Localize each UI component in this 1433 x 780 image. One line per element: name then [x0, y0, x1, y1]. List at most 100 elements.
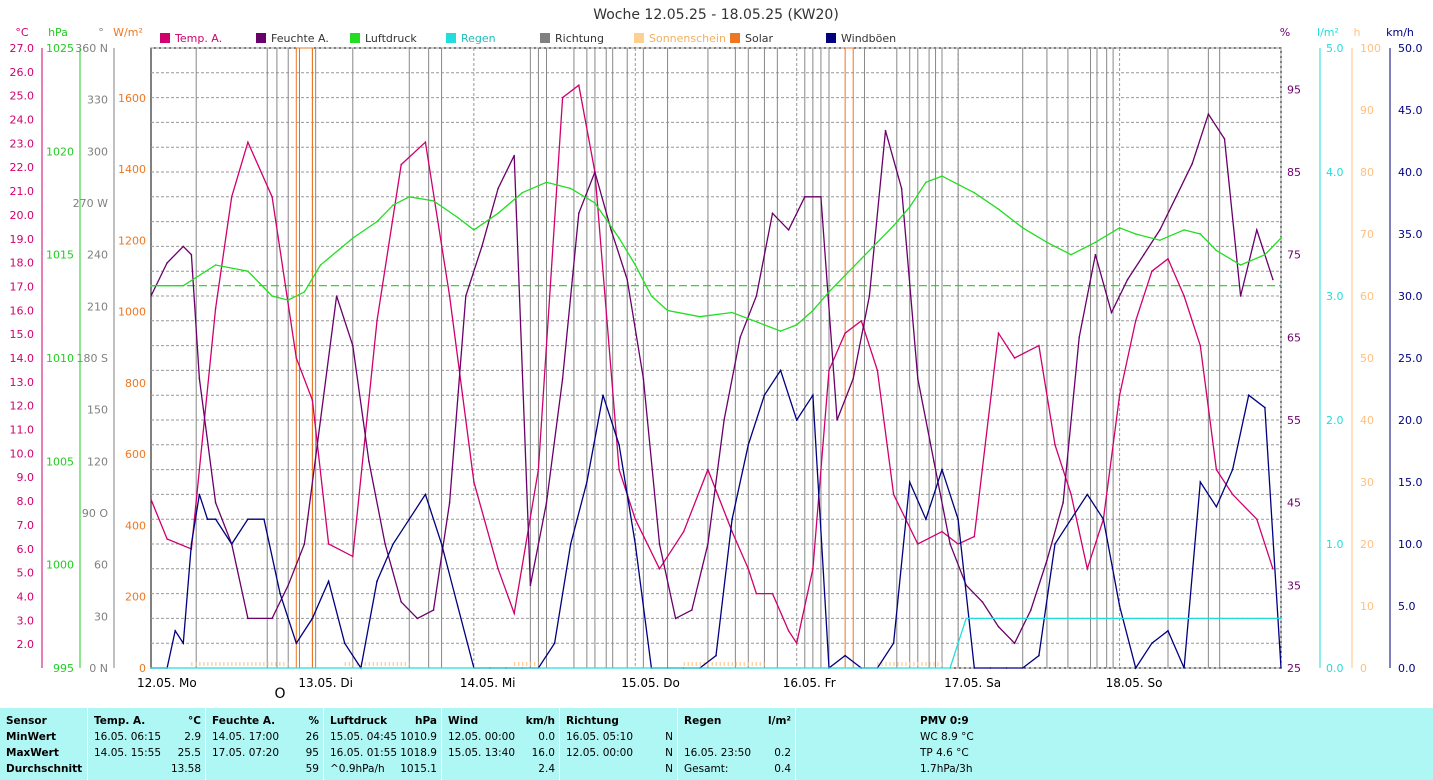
- axis-tick-label: 18.0: [10, 257, 35, 270]
- series-point: [190, 253, 193, 256]
- chart-grid: [150, 47, 1282, 669]
- legend-label: Solar: [745, 32, 774, 45]
- series-point: [755, 295, 758, 297]
- series-point: [900, 187, 903, 190]
- chart-axes: 27.0 26.0 25.0 24.0 23.0 22.0 21.0 20.0 19.0 18.0…: [10, 26, 1423, 690]
- series-point: [432, 609, 435, 611]
- series-point: [287, 584, 290, 587]
- series-point: [198, 377, 201, 380]
- axis-tick-label: 11.0: [10, 424, 35, 437]
- series-point: [1110, 311, 1113, 314]
- stats-value: 2.4: [538, 763, 555, 775]
- series-point: [594, 202, 596, 204]
- series-point: [1021, 227, 1024, 229]
- stats-time: 16.05. 05:10: [566, 731, 633, 743]
- series-point: [763, 394, 766, 397]
- series-point: [787, 229, 790, 231]
- series-point: [561, 377, 564, 380]
- series-point: [957, 543, 959, 545]
- axis-tick-label: 55: [1287, 414, 1301, 427]
- axis-unit: %: [1280, 26, 1290, 39]
- axis-tick-label: 65: [1287, 331, 1301, 344]
- series-point: [1046, 241, 1048, 244]
- stats-value: 16.0: [531, 747, 555, 759]
- series-line: [151, 175, 1282, 332]
- chart-title: Woche 12.05.25 - 18.05.25 (KW20): [593, 7, 839, 23]
- axis-tick-label: 30: [94, 610, 108, 623]
- axis-tick-label: 70: [1360, 228, 1374, 241]
- series-point: [352, 344, 354, 347]
- series-point: [230, 543, 233, 545]
- series-point: [150, 295, 152, 297]
- series-point: [755, 592, 758, 595]
- series-point: [860, 320, 863, 322]
- series-point: [779, 369, 782, 372]
- series-point: [214, 501, 217, 504]
- axis-tick-label: 21.0: [10, 185, 35, 198]
- axis-unit: l/m²: [1317, 26, 1339, 39]
- series-point: [989, 667, 992, 669]
- series-point: [812, 568, 814, 570]
- series-point: [1272, 278, 1274, 281]
- series-point: [1054, 543, 1056, 545]
- series-point: [957, 518, 959, 520]
- series-point: [456, 605, 459, 607]
- axis-tick-label: 0: [1360, 662, 1367, 675]
- day-label: 13.05. Di: [298, 676, 353, 690]
- axis-tick-label: 30.0: [1398, 290, 1423, 303]
- series-point: [1272, 568, 1274, 570]
- series-point: [1126, 278, 1129, 281]
- series-point: [424, 493, 427, 496]
- axis-tick-label: 240: [87, 249, 108, 262]
- series-point: [674, 617, 677, 620]
- series-point: [852, 377, 854, 380]
- series-point: [392, 543, 394, 545]
- series-point: [384, 543, 386, 545]
- series-point: [578, 84, 580, 86]
- series-point: [448, 295, 451, 297]
- axis-tick-label: 15.0: [1398, 476, 1423, 489]
- stats-value: 0.0: [538, 731, 555, 743]
- stats-time: 16.05. 06:15: [94, 731, 161, 743]
- axis-tick-label: 330: [87, 94, 108, 107]
- legend-label: Richtung: [555, 32, 604, 45]
- series-point: [352, 237, 354, 239]
- series-point: [731, 530, 733, 533]
- series-point: [150, 284, 152, 287]
- series-point: [1151, 270, 1153, 273]
- series-point: [521, 191, 524, 194]
- series-point: [150, 498, 152, 501]
- series-point: [634, 543, 637, 545]
- axis-tick-label: 40: [1360, 414, 1374, 427]
- legend-swatch: [160, 33, 170, 43]
- series-point: [368, 460, 370, 463]
- series-point: [247, 141, 249, 143]
- axis-tick-label: 25.0: [10, 90, 35, 103]
- axis-unit: hPa: [48, 26, 68, 39]
- series-point: [1175, 196, 1177, 198]
- axis-tick-label: 25.0: [1398, 352, 1423, 365]
- series-point: [327, 580, 330, 582]
- axis-tick-label: 1010: [46, 352, 74, 365]
- axis-tick-label: 100: [1360, 42, 1381, 55]
- series-point: [182, 245, 185, 248]
- series-point: [658, 568, 661, 570]
- series-point: [1151, 642, 1153, 644]
- stats-sensor-header: Sensor: [6, 715, 47, 727]
- axis-tick-label: 270 W: [73, 197, 108, 210]
- axis-tick-label: 10.0: [1398, 538, 1423, 551]
- series-point: [691, 609, 693, 611]
- series-point: [1086, 568, 1089, 570]
- series-point: [941, 468, 943, 471]
- series-point: [1199, 233, 1202, 235]
- series-point: [473, 229, 475, 231]
- series-point: [1134, 667, 1137, 669]
- axis-tick-label: 50: [1360, 352, 1374, 365]
- series-point: [1134, 320, 1137, 322]
- series-point: [779, 330, 782, 332]
- series-point: [1199, 481, 1202, 483]
- series-point: [941, 530, 943, 533]
- day-marker-glyph: O: [274, 686, 285, 702]
- series-point: [376, 580, 378, 582]
- stats-value: N: [665, 731, 673, 743]
